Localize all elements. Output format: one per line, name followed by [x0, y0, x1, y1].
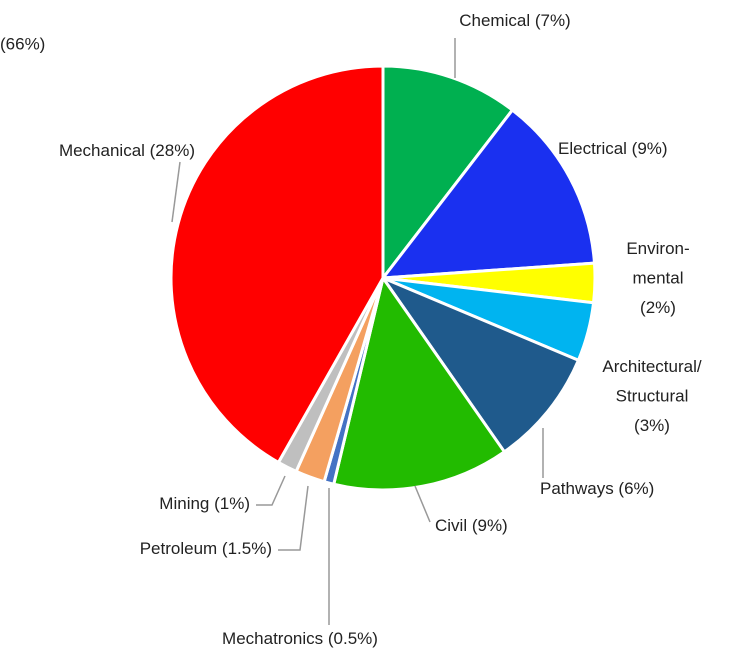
slice-label: Petroleum (1.5%)	[140, 539, 272, 558]
pie-slice	[381, 64, 515, 283]
slice-label: Civil (9%)	[435, 516, 508, 535]
pie-slice	[378, 274, 581, 454]
slice-label: Electrical (9%)	[558, 139, 668, 158]
slice-label: Chemical (7%)	[459, 11, 570, 30]
annotation: (66%)	[0, 34, 45, 53]
slice-label: Mechanical (28%)	[59, 141, 195, 160]
slice-label: Architectural/Structural (3%)	[602, 357, 701, 435]
leader-line	[278, 485, 309, 551]
leader-line	[171, 161, 181, 223]
leader-line	[414, 485, 431, 523]
slice-label: Mechatronics (0.5%)	[222, 629, 378, 648]
leader-line	[256, 475, 286, 506]
slice-label: Pathways (6%)	[540, 479, 654, 498]
pie-slice	[379, 107, 597, 280]
pie-slice	[169, 64, 385, 465]
slice-label: Mining (1%)	[159, 494, 250, 513]
slice-label: Environ-mental (2%)	[626, 239, 689, 317]
pie-slice	[331, 274, 507, 492]
